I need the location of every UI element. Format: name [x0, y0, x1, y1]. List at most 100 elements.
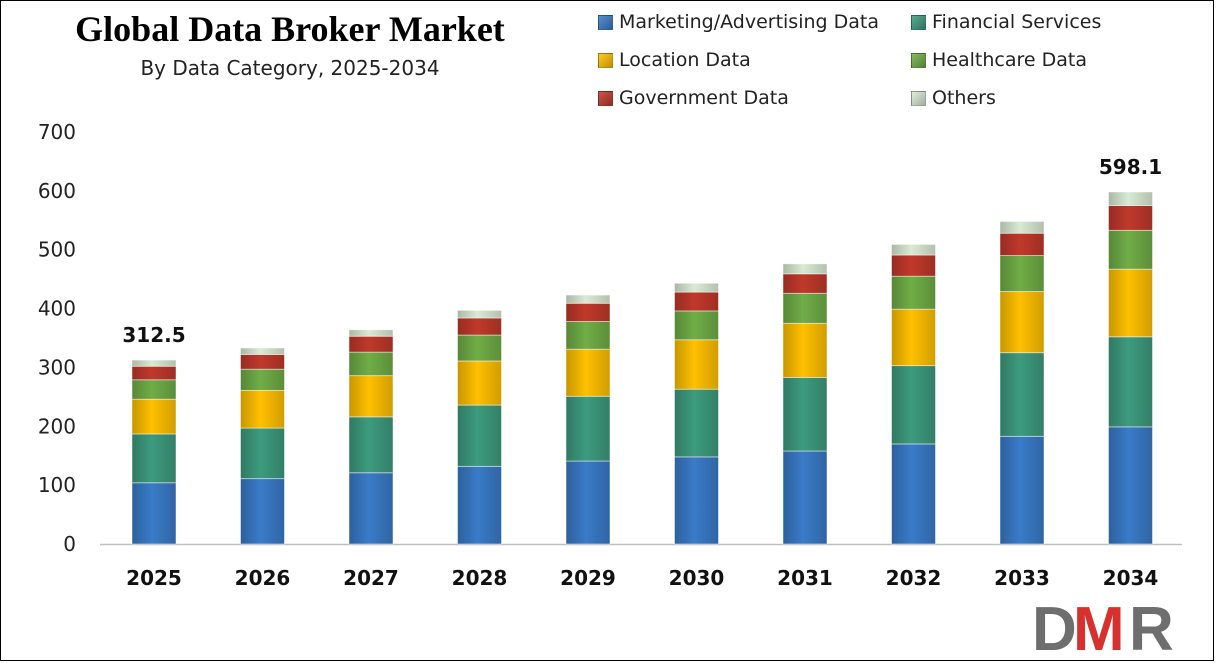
legend-item-location-data: Location Data: [598, 48, 751, 72]
bar-2029-marketing-advertising-data: [565, 460, 611, 545]
bar-2029-location-data: [565, 348, 611, 397]
bar-2031-others: [782, 263, 828, 275]
legend-swatch: [911, 52, 926, 68]
bar-2026-location-data: [240, 389, 285, 429]
bar-2032-marketing-advertising-data: [891, 443, 936, 545]
y-tick-label: 600: [38, 179, 76, 203]
legend-item-healthcare-data: Healthcare Data: [911, 48, 1087, 72]
legend-item-marketing-advertising-data: Marketing/Advertising Data: [598, 10, 879, 34]
bar-2029-healthcare-data: [565, 321, 611, 350]
bar-2025-healthcare-data: [131, 379, 177, 400]
bar-2027-marketing-advertising-data: [348, 472, 394, 545]
x-category-label: 2027: [343, 566, 399, 590]
legend-swatch: [598, 14, 613, 30]
legend-swatch: [598, 52, 613, 68]
chart-title: Global Data Broker Market: [75, 9, 505, 49]
bar-2029-government-data: [565, 302, 611, 322]
bar-2025-marketing-advertising-data: [131, 482, 177, 545]
x-category-label: 2025: [126, 566, 182, 590]
bar-2026-government-data: [240, 354, 285, 370]
bar-2026-financial-services: [240, 427, 285, 480]
y-tick-label: 200: [38, 414, 76, 438]
bar-2027-others: [348, 329, 394, 337]
bar-2026-others: [240, 347, 285, 355]
bar-2034-healthcare-data: [1108, 229, 1153, 270]
bar-2033-financial-services: [999, 352, 1045, 437]
bar-2033-location-data: [999, 291, 1045, 354]
svg-text:R: R: [1129, 596, 1174, 654]
bar-2033-others: [999, 221, 1045, 234]
bar-2028-healthcare-data: [457, 334, 502, 362]
legend-label: Others: [932, 87, 996, 109]
bar-2032-financial-services: [891, 365, 936, 445]
legend-item-financial-services: Financial Services: [911, 10, 1101, 34]
y-tick-label: 500: [38, 238, 76, 262]
x-category-label: 2033: [994, 566, 1050, 590]
legend-swatch: [598, 90, 613, 106]
bar-2027-healthcare-data: [348, 351, 394, 377]
bar-2025-financial-services: [131, 433, 177, 484]
bar-2029-financial-services: [565, 395, 611, 462]
bar-2033-healthcare-data: [999, 255, 1045, 292]
bar-2030-marketing-advertising-data: [674, 456, 719, 545]
x-category-label: 2032: [886, 566, 942, 590]
y-tick-label: 100: [38, 473, 76, 497]
legend-label: Healthcare Data: [932, 49, 1087, 71]
bar-2030-location-data: [674, 339, 719, 390]
x-category-label: 2029: [560, 566, 616, 590]
x-category-label: 2034: [1103, 566, 1159, 590]
legend-swatch: [911, 14, 926, 30]
bar-2030-healthcare-data: [674, 310, 719, 341]
x-category-label: 2031: [777, 566, 833, 590]
bar-2027-location-data: [348, 375, 394, 418]
legend-label: Financial Services: [932, 11, 1102, 33]
x-category-label: 2026: [235, 566, 291, 590]
x-category-label: 2028: [452, 566, 508, 590]
legend-label: Marketing/Advertising Data: [619, 11, 879, 33]
bar-2030-government-data: [674, 291, 719, 312]
bar-2030-financial-services: [674, 388, 719, 458]
bar-2031-healthcare-data: [782, 292, 828, 324]
bar-2032-government-data: [891, 254, 936, 277]
legend-item-others: Others: [911, 86, 996, 110]
y-tick-label: 300: [38, 355, 76, 379]
total-label-2034: 598.1: [1099, 155, 1162, 179]
bar-2027-financial-services: [348, 416, 394, 474]
legend-item-government-data: Government Data: [598, 86, 789, 110]
legend-swatch: [911, 90, 926, 106]
bar-2034-financial-services: [1108, 336, 1153, 428]
bar-2028-financial-services: [457, 404, 502, 467]
legend-label: Location Data: [619, 49, 751, 71]
svg-text:M: M: [1073, 596, 1125, 654]
bar-2032-others: [891, 244, 936, 256]
bar-2032-location-data: [891, 308, 936, 367]
bar-2025-location-data: [131, 398, 177, 435]
bar-2028-government-data: [457, 317, 502, 336]
svg-text:D: D: [1032, 596, 1077, 654]
bar-2034-government-data: [1108, 205, 1153, 231]
bar-2034-location-data: [1108, 268, 1153, 338]
bar-2028-location-data: [457, 360, 502, 406]
bar-2032-healthcare-data: [891, 275, 936, 310]
bar-2029-others: [565, 294, 611, 304]
dmr-logo: D M R: [1032, 596, 1174, 654]
bar-2031-location-data: [782, 322, 828, 378]
bar-2028-marketing-advertising-data: [457, 465, 502, 545]
legend: Marketing/Advertising Data Financial Serv…: [598, 10, 1158, 120]
bar-2033-government-data: [999, 232, 1045, 256]
total-label-2025: 312.5: [122, 323, 185, 347]
bar-2031-financial-services: [782, 377, 828, 452]
bar-2034-marketing-advertising-data: [1108, 426, 1153, 545]
bar-2026-marketing-advertising-data: [240, 478, 285, 545]
bar-2034-others: [1108, 191, 1153, 206]
bar-2026-healthcare-data: [240, 368, 285, 391]
bar-2027-government-data: [348, 335, 394, 353]
bar-2028-others: [457, 309, 502, 319]
bar-2031-marketing-advertising-data: [782, 450, 828, 545]
legend-label: Government Data: [619, 87, 789, 109]
bar-2025-others: [131, 359, 177, 367]
y-tick-label: 400: [38, 297, 76, 321]
bar-2031-government-data: [782, 273, 828, 294]
bar-2025-government-data: [131, 365, 177, 381]
